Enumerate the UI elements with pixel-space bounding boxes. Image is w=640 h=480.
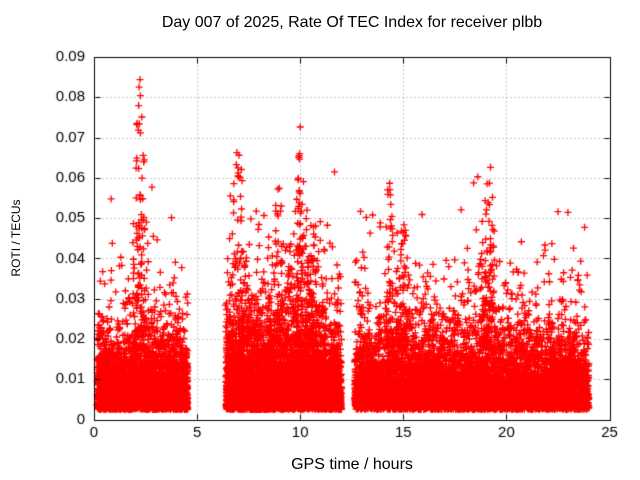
svg-text:Day 007 of 2025, Rate Of TEC I: Day 007 of 2025, Rate Of TEC Index for r…	[162, 14, 542, 31]
svg-text:ROTI / TECUs: ROTI / TECUs	[9, 199, 23, 276]
svg-text:GPS time / hours: GPS time / hours	[291, 456, 413, 473]
